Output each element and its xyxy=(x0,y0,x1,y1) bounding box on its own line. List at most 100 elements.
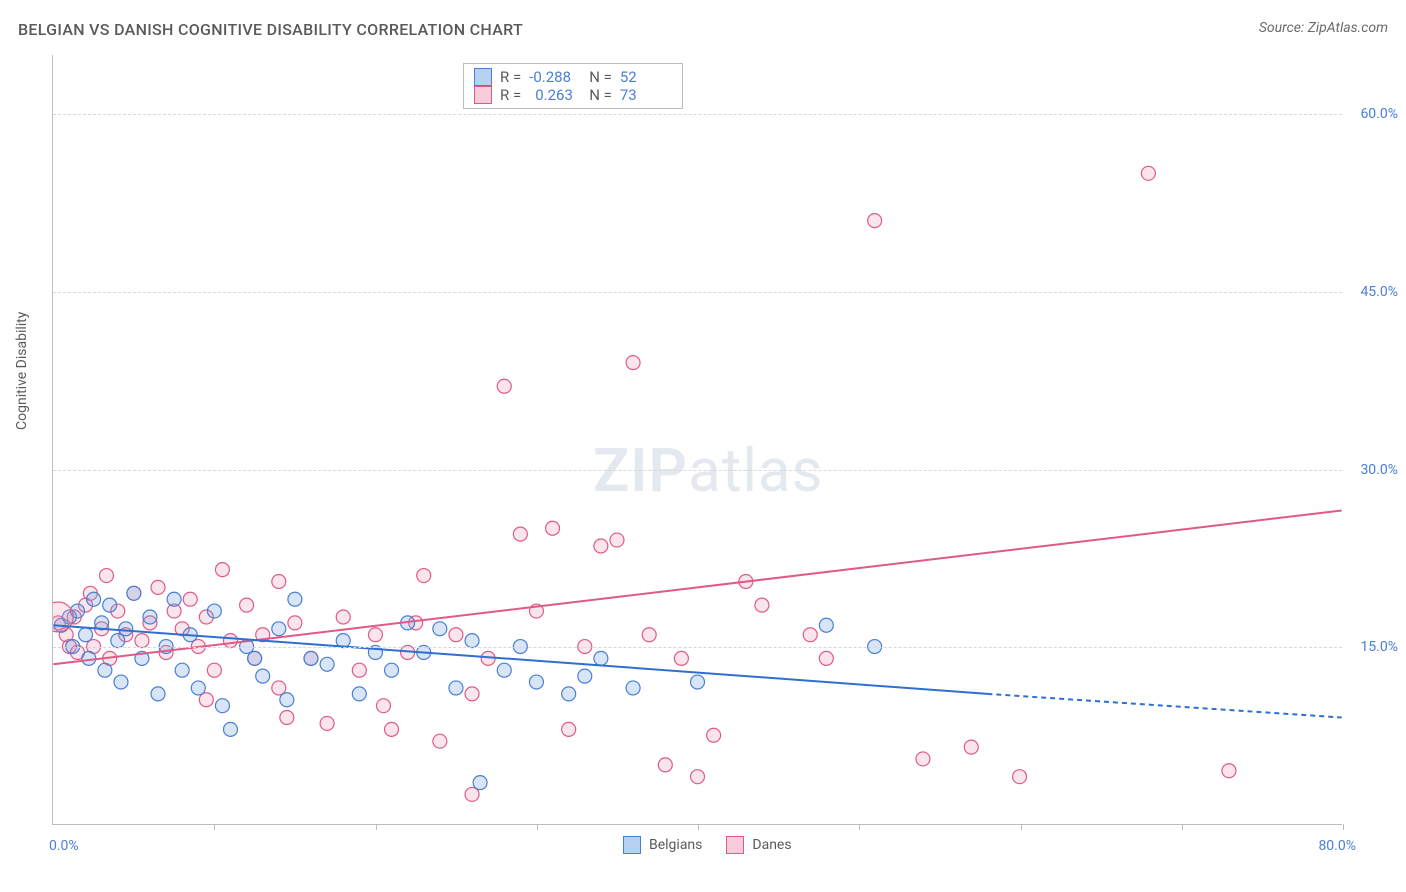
data-point xyxy=(143,610,157,624)
data-point xyxy=(465,787,479,801)
data-point xyxy=(562,687,576,701)
scatter-svg xyxy=(53,55,1342,824)
gridline-h xyxy=(53,470,1342,471)
data-point xyxy=(368,628,382,642)
data-point xyxy=(79,628,93,642)
data-point xyxy=(199,693,213,707)
data-point xyxy=(594,539,608,553)
data-point xyxy=(465,687,479,701)
data-point xyxy=(1141,166,1155,180)
data-point xyxy=(256,669,270,683)
data-point xyxy=(175,663,189,677)
data-point xyxy=(280,693,294,707)
gridline-h xyxy=(53,292,1342,293)
data-point xyxy=(707,728,721,742)
data-point xyxy=(183,592,197,606)
trend-line xyxy=(53,510,1341,664)
data-point xyxy=(916,752,930,766)
x-max-label: 80.0% xyxy=(1318,838,1356,854)
x-tick xyxy=(698,824,699,830)
y-tick-label: 30.0% xyxy=(1360,462,1398,478)
data-point xyxy=(1222,764,1236,778)
x-tick xyxy=(1182,824,1183,830)
data-point xyxy=(819,651,833,665)
data-point xyxy=(433,622,447,636)
x-tick xyxy=(376,824,377,830)
data-point xyxy=(546,521,560,535)
data-point xyxy=(562,722,576,736)
data-point xyxy=(433,734,447,748)
data-point xyxy=(691,675,705,689)
data-point xyxy=(304,651,318,665)
x-tick xyxy=(214,824,215,830)
data-point xyxy=(167,592,181,606)
data-point xyxy=(248,651,262,665)
data-point xyxy=(151,687,165,701)
data-point xyxy=(417,569,431,583)
data-point xyxy=(223,634,237,648)
x-min-label: 0.0% xyxy=(49,838,79,854)
data-point xyxy=(352,687,366,701)
data-point xyxy=(320,716,334,730)
plot-area: ZIPatlas R = -0.288 N = 52 R = 0.263 N =… xyxy=(52,55,1342,825)
data-point xyxy=(465,634,479,648)
data-point xyxy=(99,569,113,583)
x-tick xyxy=(537,824,538,830)
legend: Belgians Danes xyxy=(623,836,792,854)
data-point xyxy=(385,663,399,677)
data-point xyxy=(473,776,487,790)
gridline-h xyxy=(53,647,1342,648)
data-point xyxy=(207,604,221,618)
data-point xyxy=(114,675,128,689)
chart-title: BELGIAN VS DANISH COGNITIVE DISABILITY C… xyxy=(18,20,523,39)
data-point xyxy=(288,592,302,606)
data-point xyxy=(215,699,229,713)
legend-item-belgians: Belgians xyxy=(623,836,702,854)
gridline-h xyxy=(53,114,1342,115)
data-point xyxy=(103,598,117,612)
data-point xyxy=(964,740,978,754)
data-point xyxy=(529,675,543,689)
data-point xyxy=(755,598,769,612)
y-tick-label: 45.0% xyxy=(1360,284,1398,300)
data-point xyxy=(272,622,286,636)
data-point xyxy=(691,770,705,784)
legend-swatch-belgians xyxy=(623,836,641,854)
y-axis-label: Cognitive Disability xyxy=(14,312,30,430)
data-point xyxy=(352,663,366,677)
legend-item-danes: Danes xyxy=(726,836,791,854)
data-point xyxy=(658,758,672,772)
data-point xyxy=(513,527,527,541)
data-point xyxy=(272,574,286,588)
data-point xyxy=(82,651,96,665)
data-point xyxy=(215,563,229,577)
data-point xyxy=(594,651,608,665)
data-point xyxy=(868,214,882,228)
data-point xyxy=(320,657,334,671)
data-point xyxy=(642,628,656,642)
data-point xyxy=(674,651,688,665)
data-point xyxy=(497,663,511,677)
data-point xyxy=(280,711,294,725)
data-point xyxy=(191,681,205,695)
data-point xyxy=(87,592,101,606)
data-point xyxy=(626,681,640,695)
source-attribution: Source: ZipAtlas.com xyxy=(1259,20,1388,36)
data-point xyxy=(119,622,133,636)
x-tick xyxy=(859,824,860,830)
data-point xyxy=(207,663,221,677)
data-point xyxy=(610,533,624,547)
data-point xyxy=(223,722,237,736)
data-point xyxy=(151,580,165,594)
trend-line xyxy=(987,694,1341,718)
y-tick-label: 15.0% xyxy=(1360,639,1398,655)
x-tick xyxy=(1343,824,1344,830)
legend-swatch-danes xyxy=(726,836,744,854)
data-point xyxy=(803,628,817,642)
data-point xyxy=(385,722,399,736)
data-point xyxy=(449,628,463,642)
x-tick xyxy=(1021,824,1022,830)
data-point xyxy=(819,618,833,632)
data-point xyxy=(497,379,511,393)
data-point xyxy=(449,681,463,695)
